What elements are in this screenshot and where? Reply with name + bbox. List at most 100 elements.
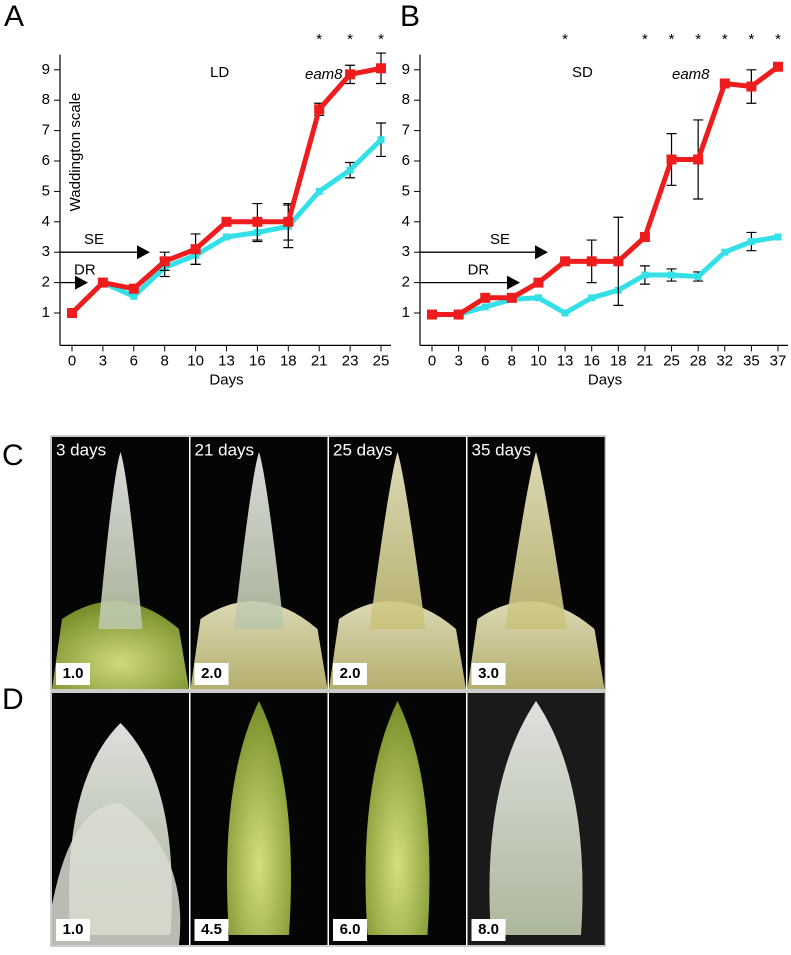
significance-mark: *	[642, 31, 648, 48]
x-tick-label: 28	[690, 352, 707, 369]
photo-caption: 21 days	[195, 440, 255, 459]
significance-mark: *	[562, 31, 568, 48]
point	[128, 283, 139, 294]
leaf	[52, 803, 181, 945]
spike	[234, 452, 284, 629]
photo	[52, 437, 189, 689]
y-tick-label: 6	[42, 152, 50, 169]
score-box	[471, 919, 506, 941]
x-tick-label: 18	[280, 352, 297, 369]
y-tick-label: 9	[402, 61, 410, 78]
x-tick-label: 8	[508, 352, 516, 369]
photo	[190, 693, 328, 945]
point	[719, 78, 730, 89]
point	[97, 277, 108, 288]
x-tick-label: 21	[311, 352, 328, 369]
condition-label: SD	[572, 64, 593, 81]
y-tick-label: 2	[42, 274, 50, 291]
point	[747, 238, 755, 246]
score-box	[333, 663, 367, 685]
arrow-label: SE	[84, 231, 104, 248]
score-box	[56, 919, 90, 941]
x-tick-label: 21	[637, 352, 654, 369]
x-tick-label: 37	[770, 352, 787, 369]
x-tick-label: 0	[428, 352, 436, 369]
x-tick-label: 3	[454, 352, 462, 369]
legend-label: eam8	[672, 66, 710, 83]
panel-border	[50, 691, 606, 947]
arrow-head	[507, 275, 520, 290]
y-tick-label: 4	[402, 213, 410, 230]
significance-mark: *	[669, 31, 675, 48]
significance-mark: *	[347, 31, 353, 48]
photo-caption: 3 days	[56, 440, 106, 459]
point	[533, 277, 544, 288]
photo-caption: 35 days	[472, 440, 532, 459]
score-box	[471, 663, 506, 685]
spike	[98, 452, 143, 629]
spike	[227, 701, 291, 935]
panel-border	[50, 435, 606, 691]
arrow-label: DR	[74, 262, 96, 279]
score-label: 4.5	[201, 921, 222, 938]
score-box	[56, 663, 90, 685]
photo	[329, 693, 466, 945]
series-line	[432, 234, 779, 318]
point	[480, 292, 491, 303]
score-label: 2.0	[340, 665, 361, 682]
point	[159, 256, 170, 267]
photo	[190, 437, 328, 689]
point	[773, 61, 783, 72]
photo	[467, 693, 605, 945]
point	[130, 292, 138, 300]
point	[613, 256, 624, 267]
spike	[505, 452, 567, 629]
x-tick-label: 8	[161, 352, 169, 369]
y-tick-label: 6	[402, 152, 410, 169]
point	[694, 273, 702, 281]
x-tick-label: 0	[68, 352, 76, 369]
point	[314, 104, 325, 115]
significance-mark: *	[316, 31, 322, 48]
y-tick-label: 7	[402, 122, 410, 139]
point	[190, 244, 201, 255]
y-tick-label: 5	[402, 182, 410, 199]
point	[377, 136, 385, 144]
arrow-label: SE	[490, 231, 510, 248]
point	[346, 166, 354, 174]
photo	[467, 437, 605, 689]
x-axis-label: Days	[588, 371, 622, 388]
arrow-head	[75, 275, 88, 290]
point	[223, 233, 230, 241]
legend-label: eam8	[305, 66, 343, 83]
x-tick-label: 6	[481, 352, 489, 369]
significance-mark: *	[695, 31, 701, 48]
photo-caption: 25 days	[333, 440, 393, 459]
spike	[369, 452, 426, 629]
x-axis-label: Days	[209, 371, 243, 388]
y-tick-label: 7	[42, 122, 50, 139]
y-tick-label: 8	[402, 91, 410, 108]
arrow-head	[535, 245, 548, 260]
y-tick-label: 3	[402, 243, 410, 260]
point	[639, 232, 650, 242]
score-label: 6.0	[340, 921, 361, 938]
point	[252, 216, 263, 227]
score-box	[194, 663, 229, 685]
point	[641, 271, 649, 279]
x-tick-label: 23	[342, 352, 359, 369]
point	[481, 303, 489, 311]
score-box	[333, 919, 367, 941]
x-tick-label: 3	[99, 352, 107, 369]
point	[345, 69, 356, 80]
point	[586, 256, 597, 267]
score-label: 1.0	[63, 665, 84, 682]
x-tick-label: 16	[583, 352, 600, 369]
point	[221, 216, 232, 227]
x-tick-label: 25	[373, 352, 390, 369]
spike	[365, 701, 430, 935]
panel-letter: A	[4, 0, 24, 33]
point	[588, 294, 596, 302]
score-label: 8.0	[478, 921, 499, 938]
significance-mark: *	[748, 31, 754, 48]
